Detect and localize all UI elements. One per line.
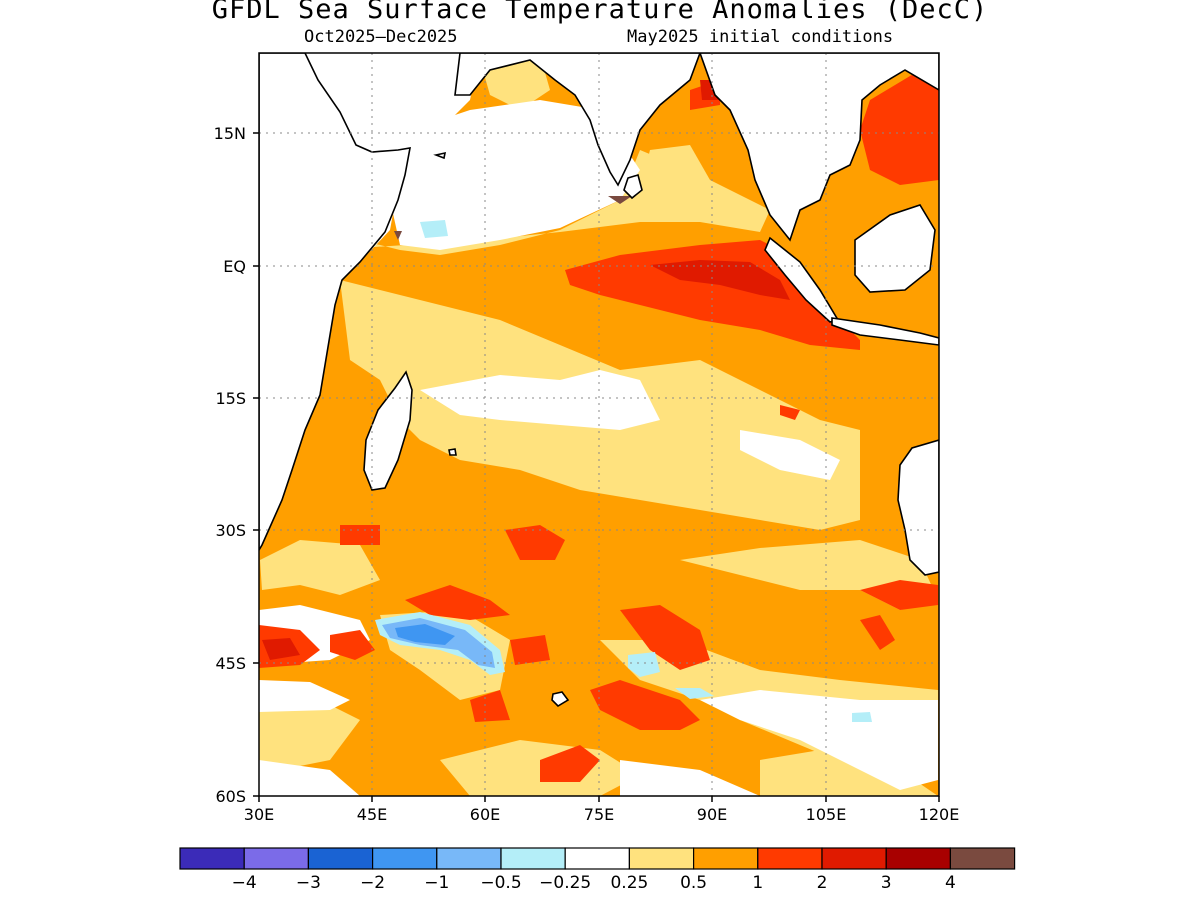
anomaly-area-above-4: [608, 196, 632, 204]
colorbar-swatch: [372, 847, 438, 870]
lon-label-30e: 30E: [244, 805, 274, 824]
latitude-labels: 15N EQ 15S 30S 45S 60S: [214, 124, 246, 806]
colorbar-label: −4: [232, 873, 257, 893]
anomaly-area-2-3: [650, 260, 790, 300]
island-reunion: [448, 448, 457, 456]
colorbar-swatch: [564, 847, 631, 870]
colorbar-label: −2: [360, 873, 385, 893]
island-socotra: [433, 151, 447, 160]
colorbar-swatch: [436, 847, 502, 870]
colorbar-swatch: [692, 847, 759, 870]
sumatra: [764, 236, 840, 323]
sri-lanka: [623, 173, 643, 200]
colorbar-label: −0.5: [480, 873, 521, 893]
colorbar-swatch: [179, 847, 245, 870]
lat-label-45s: 45S: [215, 654, 246, 673]
colorbar-swatch: [949, 847, 1016, 870]
forecast-period: Oct2025–Dec2025: [304, 27, 458, 47]
lon-label-45e: 45E: [357, 805, 387, 824]
chart-title: GFDL Sea Surface Temperature Anomalies (…: [211, 0, 989, 25]
africa-landmass: [259, 53, 411, 552]
colorbar-swatches: [179, 847, 1016, 870]
lat-label-15n: 15N: [214, 124, 246, 143]
colorbar-swatch: [500, 847, 566, 870]
lon-label-90e: 90E: [697, 805, 727, 824]
colorbar-label: 2: [817, 873, 828, 893]
colorbar-swatch: [885, 847, 952, 870]
coastlines: [259, 53, 939, 708]
madagascar: [363, 370, 413, 491]
lat-label-eq: EQ: [223, 257, 246, 276]
colorbar-label: 0.5: [680, 873, 707, 893]
colorbar-swatch: [628, 847, 695, 870]
lat-label-15s: 15S: [215, 389, 246, 408]
colorbar-label: 3: [881, 873, 892, 893]
colorbar-swatch: [757, 847, 823, 870]
initial-conditions: May2025 initial conditions: [627, 27, 894, 47]
colorbar-swatch: [307, 847, 374, 870]
anomaly-area-neg-2-1: [395, 624, 455, 645]
lon-label-60e: 60E: [470, 805, 500, 824]
colorbar-label: −0.25: [539, 873, 591, 893]
island-kerguelen: [551, 691, 570, 708]
colorbar-label: 1: [752, 873, 763, 893]
lon-label-105e: 105E: [806, 805, 847, 824]
lon-label-75e: 75E: [584, 805, 614, 824]
java: [831, 317, 939, 346]
lat-label-60s: 60S: [215, 787, 246, 806]
colorbar-label: −3: [296, 873, 321, 893]
colorbar-swatch: [243, 847, 309, 870]
axis-ticks: [253, 132, 940, 802]
colorbar-labels: −4 −3 −2 −1 −0.5 −0.25 0.25 0.5 1 2 3 4: [232, 873, 956, 893]
southeast-asia: [699, 53, 939, 242]
colorbar-swatch: [821, 847, 887, 870]
india-landmass: [454, 53, 701, 187]
graticule: [259, 53, 939, 796]
colorbar-label: −1: [424, 873, 449, 893]
colorbar-label: 0.25: [610, 873, 648, 893]
longitude-labels: 30E 45E 60E 75E 90E 105E 120E: [244, 805, 960, 824]
lat-label-30s: 30S: [215, 521, 246, 540]
lon-label-120e: 120E: [919, 805, 960, 824]
colorbar-label: 4: [945, 873, 956, 893]
borneo: [854, 204, 936, 293]
